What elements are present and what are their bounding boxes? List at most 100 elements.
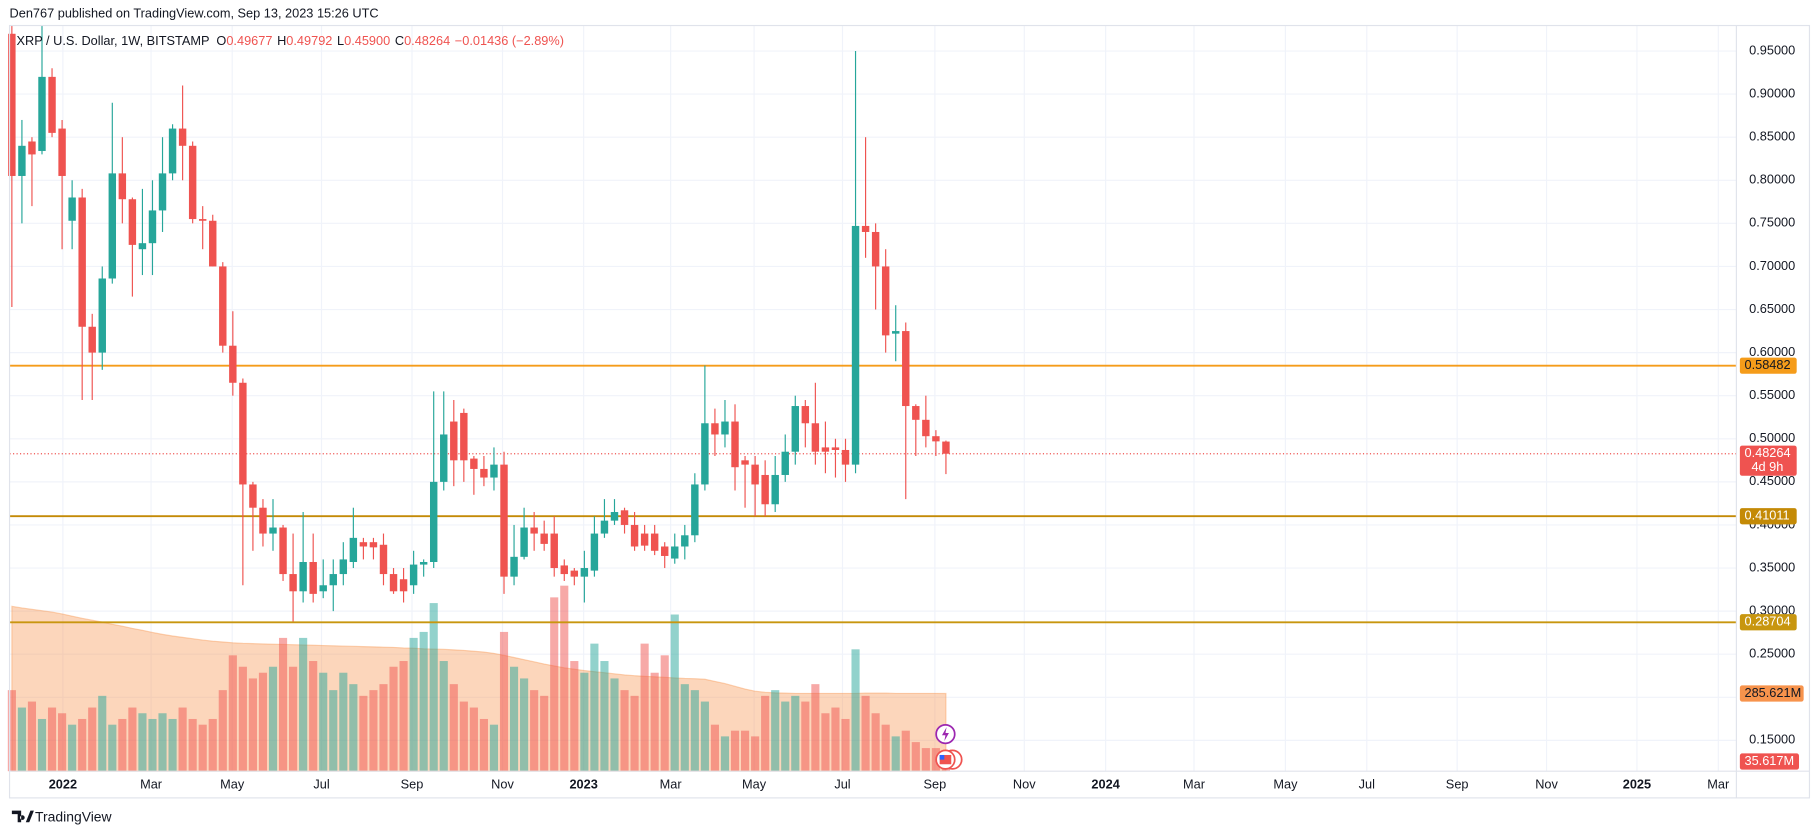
countdown-label: 4d 9h xyxy=(1751,459,1783,474)
candle-body xyxy=(188,145,197,220)
candle-body xyxy=(38,76,46,151)
candle-body xyxy=(239,382,247,485)
legend-key: L xyxy=(337,33,344,48)
candle-body xyxy=(299,561,307,592)
brand: TradingView xyxy=(11,808,113,824)
x-tick-label: May xyxy=(1273,777,1298,792)
candle-body xyxy=(108,173,117,279)
x-tick-label: Nov xyxy=(1013,777,1036,792)
x-tick-label: Sep xyxy=(401,777,424,792)
volume-bar xyxy=(520,678,529,772)
volume-bar xyxy=(550,597,559,772)
y-tick-label: 0.15000 xyxy=(1749,732,1795,747)
volume-bar xyxy=(530,690,539,772)
y-tick-label: 0.35000 xyxy=(1749,559,1795,574)
candle-body xyxy=(349,537,358,562)
y-tick-label: 0.25000 xyxy=(1749,646,1795,661)
legend-key: O xyxy=(216,33,226,48)
candle-body xyxy=(922,419,930,437)
x-tick-label: Mar xyxy=(660,777,683,792)
candle-body xyxy=(861,225,870,232)
volume-bar xyxy=(801,701,810,772)
volume-bar xyxy=(670,614,679,772)
y-tick-label: 0.60000 xyxy=(1749,344,1795,359)
candle-body xyxy=(570,570,579,577)
candle-body xyxy=(520,527,528,557)
candle-body xyxy=(610,512,619,521)
volume-bar xyxy=(128,707,137,772)
candle-body xyxy=(359,542,368,547)
volume-bar xyxy=(640,643,649,772)
volume-bar xyxy=(489,724,499,772)
volume-bar xyxy=(580,672,589,772)
y-tick-label: 0.65000 xyxy=(1749,301,1795,316)
candle-body xyxy=(158,173,167,211)
candle-body xyxy=(289,574,297,592)
candles xyxy=(8,25,950,622)
candle-body xyxy=(198,219,207,221)
event-icons xyxy=(935,723,963,770)
candle-body xyxy=(781,451,789,475)
volume-bar xyxy=(891,736,900,772)
candle-body xyxy=(892,331,900,334)
level-badge-label: 0.28704 xyxy=(1745,614,1791,629)
candle-body xyxy=(791,406,799,452)
levels xyxy=(9,364,1737,624)
volume-bar xyxy=(449,684,458,772)
candle-body xyxy=(701,423,709,485)
volume-bar xyxy=(379,684,388,772)
volume-bar xyxy=(309,661,318,772)
candle-body xyxy=(480,468,488,478)
legend-title: XRP / U.S. Dollar, 1W, BITSTAMP xyxy=(17,33,210,48)
y-tick-label: 0.45000 xyxy=(1749,473,1795,488)
candle-body xyxy=(259,507,267,534)
x-tick-label: May xyxy=(742,777,767,792)
candle-body xyxy=(751,464,759,485)
volume-bar xyxy=(710,724,719,772)
volume-bar xyxy=(218,690,227,772)
volume-bar xyxy=(650,672,659,772)
candle-body xyxy=(630,524,639,547)
legend: XRP / U.S. Dollar, 1W, BITSTAMP O0.49677 H… xyxy=(17,33,564,48)
candle-body xyxy=(148,210,157,244)
y-tick-label: 0.80000 xyxy=(1749,172,1795,187)
candle-body xyxy=(831,447,840,450)
x-tick-label: 2023 xyxy=(569,777,597,792)
volume-bar xyxy=(811,684,820,772)
volume-bar xyxy=(821,713,830,772)
candle-body xyxy=(761,474,769,505)
volume-ma-badge xyxy=(1739,685,1804,702)
volume-bar xyxy=(771,690,780,772)
volume-bar xyxy=(359,695,368,772)
candle-body xyxy=(671,546,679,559)
candle-body xyxy=(28,141,36,155)
volume-bar xyxy=(700,701,709,772)
x-tick-label: Sep xyxy=(1446,777,1469,792)
volume-bar xyxy=(268,666,278,772)
volume-badge xyxy=(1739,753,1800,770)
legend-value: 0.49792 xyxy=(286,33,332,48)
candle-body xyxy=(178,128,187,146)
y-tick-label: 0.90000 xyxy=(1749,85,1795,100)
candle-body xyxy=(590,533,599,571)
x-tick-label: Jul xyxy=(834,777,850,792)
volume-bar xyxy=(570,661,579,772)
candle-body xyxy=(419,561,428,565)
candle-body xyxy=(530,527,538,534)
candle-body xyxy=(510,556,518,577)
x-tick-label: Mar xyxy=(1183,777,1206,792)
x-tick-label: Nov xyxy=(491,777,514,792)
y-tick-label: 0.30000 xyxy=(1749,602,1795,617)
legend-key: C xyxy=(395,33,404,48)
candle-body xyxy=(580,568,589,577)
volume-bar xyxy=(228,655,237,772)
publisher-line: Den767 published on TradingView.com, Sep… xyxy=(10,5,379,20)
candle-body xyxy=(821,447,830,452)
volume-bar xyxy=(479,718,488,772)
volume-bar xyxy=(901,730,910,772)
candle-body xyxy=(369,542,378,548)
volume-bar xyxy=(419,631,428,772)
volume-bar xyxy=(98,695,107,772)
volume-bar xyxy=(861,695,870,772)
candle-body xyxy=(932,436,940,442)
